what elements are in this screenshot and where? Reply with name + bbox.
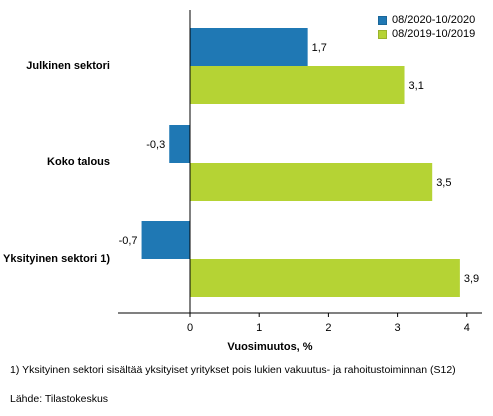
bar-s1-c1: [190, 163, 433, 201]
x-tick-label-2: 2: [325, 322, 331, 334]
x-tick-label-3: 3: [395, 322, 401, 334]
legend: 08/2020-10/2020 08/2019-10/2019: [378, 13, 475, 41]
data-label-s1-c1: 3,5: [436, 177, 451, 189]
legend-item-2020: 08/2020-10/2020: [378, 13, 475, 27]
legend-item-2019: 08/2019-10/2019: [378, 27, 475, 41]
data-label-s0-c0: 1,7: [312, 42, 327, 54]
source-note: Lähde: Tilastokeskus: [10, 393, 109, 405]
bar-s0-c2: [141, 221, 190, 259]
legend-swatch-2020: [378, 15, 387, 25]
data-label-s0-c2: -0,7: [119, 235, 138, 247]
legend-label-2019: 08/2019-10/2019: [392, 28, 476, 40]
legend-swatch-2019: [378, 29, 387, 39]
footnote: 1) Yksityinen sektori sisältää yksityise…: [10, 364, 456, 376]
x-axis-title: Vuosimuutos, %: [227, 341, 313, 353]
x-tick-label-1: 1: [256, 322, 262, 334]
data-label-s1-c2: 3,9: [464, 273, 479, 285]
x-tick-label-0: 0: [187, 322, 193, 334]
bar-s1-c2: [190, 259, 460, 297]
data-label-s1-c0: 3,1: [409, 80, 424, 92]
category-label-julkinen: Julkinen sektori: [26, 60, 110, 72]
category-label-koko-talous: Koko talous: [47, 156, 110, 168]
bar-s0-c1: [169, 125, 190, 163]
data-label-s0-c1: -0,3: [146, 139, 165, 151]
bar-s1-c0: [190, 66, 405, 104]
category-label-yksityinen: Yksityinen sektori 1): [3, 253, 110, 265]
legend-label-2020: 08/2020-10/2020: [392, 14, 476, 26]
x-tick-label-4: 4: [464, 322, 470, 334]
bar-s0-c0: [190, 28, 308, 66]
